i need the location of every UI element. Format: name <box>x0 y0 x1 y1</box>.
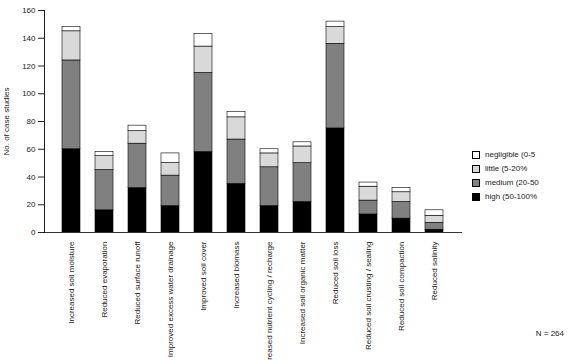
html-text:N = 264: N = 264 <box>535 329 564 338</box>
html-text:negligible (0-5: negligible (0-5 <box>485 150 536 159</box>
svg-text:Increased biomass: Increased biomass <box>232 242 241 309</box>
svg-text:Reduced evaporation: Reduced evaporation <box>100 242 109 318</box>
svg-text:Improved excess water drainage: Improved excess water drainage <box>166 241 175 357</box>
svg-text:Reduced soil compaction: Reduced soil compaction <box>397 242 406 331</box>
svg-text:80: 80 <box>27 117 36 126</box>
svg-text:40: 40 <box>27 173 36 182</box>
svg-text:20: 20 <box>27 200 36 209</box>
svg-text:Reduced soil loss: Reduced soil loss <box>331 242 340 305</box>
svg-text:No. of case studies: No. of case studies <box>2 87 11 155</box>
svg-text:Reduced surface runoff: Reduced surface runoff <box>133 241 142 325</box>
svg-text:Increased soil organic matter: Increased soil organic matter <box>298 241 307 344</box>
svg-text:140: 140 <box>22 34 36 43</box>
svg-text:100: 100 <box>22 89 36 98</box>
svg-text:160: 160 <box>22 6 36 15</box>
svg-text:0: 0 <box>31 228 36 237</box>
svg-text:Reduced soil crusting / sealin: Reduced soil crusting / sealing <box>364 242 373 351</box>
html-text:high (50-100%: high (50-100% <box>485 192 537 201</box>
svg-text:Improved soil cover: Improved soil cover <box>199 241 208 311</box>
svg-text:120: 120 <box>22 62 36 71</box>
html-text:medium (20-50: medium (20-50 <box>485 178 539 187</box>
svg-text:60: 60 <box>27 145 36 154</box>
svg-text:Increased soil moisture: Increased soil moisture <box>67 241 76 324</box>
html-text:little (5-20%: little (5-20% <box>485 164 528 173</box>
svg-text:Reduced salinity: Reduced salinity <box>430 242 439 301</box>
svg-text:Increased nutrient cycling / r: Increased nutrient cycling / recharge <box>265 241 274 360</box>
